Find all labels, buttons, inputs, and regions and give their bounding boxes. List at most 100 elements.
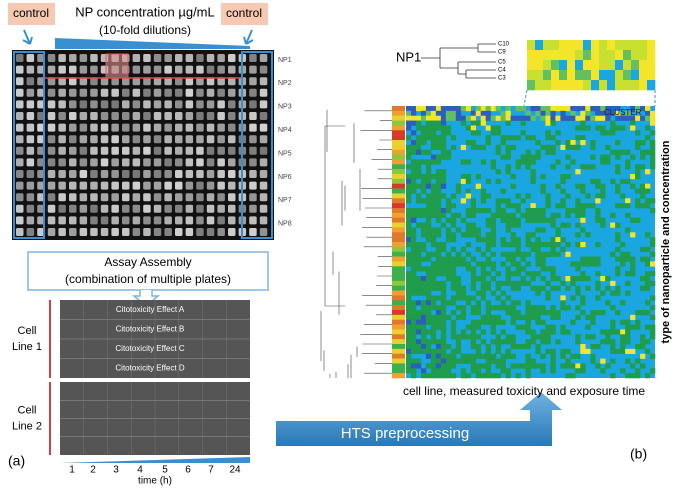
heat-cell — [465, 373, 472, 379]
heat-cell — [440, 310, 447, 316]
heat-cell — [550, 115, 556, 121]
heat-cell — [460, 373, 467, 379]
heat-cell — [470, 266, 477, 272]
heat-cell — [470, 358, 477, 364]
heat-cell — [560, 348, 566, 355]
well — [228, 65, 236, 74]
well — [196, 112, 204, 120]
heat-cell — [560, 237, 566, 243]
well — [37, 216, 45, 225]
heat-cell — [595, 208, 601, 214]
heat-cell — [425, 227, 432, 233]
heat-cell — [615, 222, 621, 228]
heat-cell — [480, 188, 486, 194]
heat-cell — [595, 193, 601, 199]
heat-cell — [535, 319, 541, 325]
heat-cell — [475, 276, 481, 282]
heat-cell — [550, 329, 556, 335]
well — [132, 146, 141, 155]
heat-cell — [475, 300, 481, 306]
heat-cell — [505, 115, 511, 121]
heat-cell — [435, 183, 442, 189]
heat-cell — [495, 212, 501, 219]
heat-cell — [490, 329, 496, 335]
heat-cell — [625, 334, 631, 340]
heat-cell — [500, 135, 506, 141]
heat-cell — [515, 344, 521, 350]
heat-cell — [425, 295, 432, 301]
well — [79, 204, 88, 213]
heat-cell — [515, 208, 521, 214]
heat-cell — [435, 295, 442, 301]
heat-cell — [475, 373, 481, 379]
heat-cell — [580, 242, 586, 248]
heat-cell — [630, 115, 636, 121]
heat-cell — [460, 314, 467, 321]
heat-cell — [535, 208, 541, 214]
heat-cell — [410, 212, 417, 219]
zoom-cell — [527, 70, 536, 81]
group-strip — [392, 285, 405, 291]
well — [69, 181, 77, 190]
heat-cell — [470, 212, 477, 219]
heat-cell — [440, 110, 447, 117]
heat-cell — [520, 344, 526, 350]
heat-cell — [505, 227, 511, 233]
well — [175, 158, 183, 167]
zoom-cell — [631, 60, 640, 71]
heat-cell — [510, 251, 516, 257]
heat-cell — [435, 232, 442, 238]
heat-cell — [520, 115, 526, 121]
heat-cell — [535, 140, 541, 146]
heat-cell — [415, 348, 422, 355]
well — [249, 135, 257, 144]
heat-cell — [525, 368, 531, 374]
heat-cell — [650, 305, 656, 311]
heat-cell — [525, 271, 531, 277]
heat-cell — [420, 276, 427, 282]
heat-cell — [415, 261, 422, 267]
heat-cell — [410, 280, 417, 287]
heat-cell — [435, 203, 442, 209]
heat-cell — [500, 329, 506, 335]
heat-cell — [480, 295, 486, 301]
heat-cell — [495, 305, 501, 311]
heat-cell — [420, 212, 427, 219]
heat-cell — [545, 242, 551, 248]
well — [206, 193, 215, 202]
well — [37, 146, 45, 155]
heat-cell — [590, 358, 596, 364]
zoom-cell — [639, 80, 648, 91]
heat-cell — [470, 319, 477, 325]
heat-cell — [615, 154, 621, 160]
heat-cell — [425, 217, 432, 223]
well — [259, 181, 268, 190]
y-label: type of nanoparticle and concentration — [660, 140, 672, 343]
heat-cell — [425, 329, 432, 335]
group-strip — [392, 130, 405, 136]
heat-cell — [505, 280, 511, 287]
heat-cell — [450, 280, 457, 287]
heat-cell — [415, 251, 422, 257]
heat-cell — [565, 174, 571, 180]
well — [259, 123, 268, 132]
heat-cell — [545, 334, 551, 340]
zoom-cell — [623, 40, 632, 51]
heat-cell — [465, 125, 472, 131]
heat-cell — [420, 256, 427, 262]
heat-cell — [555, 314, 561, 321]
heat-cell — [610, 324, 616, 330]
well — [16, 88, 24, 97]
heat-cell — [645, 115, 651, 121]
well — [69, 193, 77, 202]
heat-cell — [440, 120, 447, 126]
group-strip — [392, 125, 405, 131]
heat-cell — [500, 208, 506, 214]
heat-cell — [620, 251, 626, 257]
heat-cell — [410, 314, 417, 321]
heat-cell — [430, 373, 437, 379]
group-strip — [392, 251, 405, 257]
heat-cell — [535, 246, 541, 253]
heat-cell — [620, 368, 626, 374]
heat-cell — [635, 174, 641, 180]
